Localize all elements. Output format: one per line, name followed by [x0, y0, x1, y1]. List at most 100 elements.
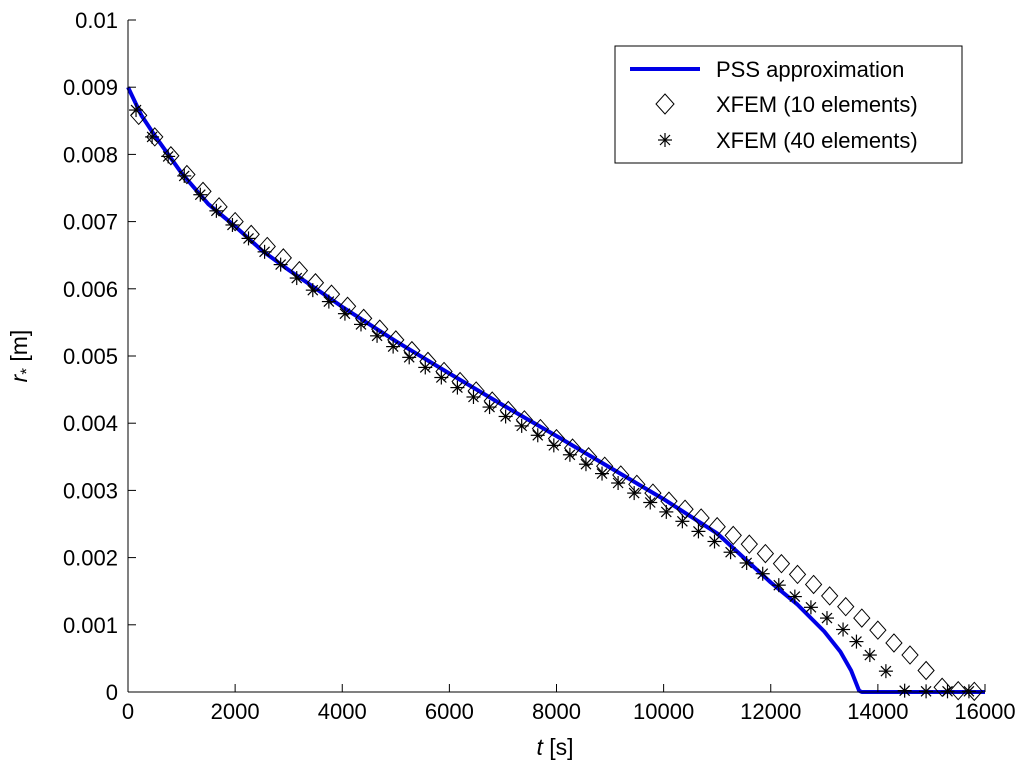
diamond-point — [949, 680, 967, 701]
asterisk-point — [209, 203, 224, 218]
asterisk-point — [386, 339, 401, 354]
asterisk-point — [755, 566, 770, 581]
diamond-point — [740, 534, 758, 554]
asterisk-point — [145, 129, 160, 144]
y-tick-label: 0.003 — [63, 478, 118, 503]
y-tick-label: 0.01 — [75, 8, 118, 33]
asterisk-point — [961, 684, 976, 699]
asterisk-point — [305, 283, 320, 298]
legend-label-pss: PSS approximation — [716, 57, 904, 82]
asterisk-point — [578, 457, 593, 472]
diamond-point — [885, 633, 903, 653]
asterisk-point — [241, 231, 256, 246]
y-tick-label: 0.002 — [63, 546, 118, 571]
diamond-point — [596, 456, 614, 476]
legend-diamond-marker — [655, 93, 675, 115]
asterisk-point — [878, 664, 893, 679]
asterisk-point — [849, 634, 864, 649]
asterisk-point — [771, 578, 786, 593]
legend-asterisk-marker — [658, 133, 672, 147]
asterisk-point — [337, 306, 352, 321]
asterisk-point — [643, 495, 658, 510]
x-axis-symbol: t — [536, 734, 544, 760]
y-tick-label: 0.004 — [63, 411, 118, 436]
asterisk-point — [418, 360, 433, 375]
diamond-point — [178, 164, 196, 185]
asterisk-point — [450, 380, 465, 395]
asterisk-point — [897, 683, 912, 698]
diamond-point — [692, 508, 710, 528]
asterisk-point — [321, 294, 336, 309]
y-tick-label: 0 — [106, 680, 118, 705]
asterisk-point — [273, 257, 288, 272]
diamond-point — [242, 224, 260, 245]
y-tick-label: 0.006 — [63, 277, 118, 302]
legend: PSS approximation XFEM (10 elements) XFE… — [614, 45, 963, 164]
asterisk-point — [803, 600, 818, 615]
asterisk-point — [402, 350, 417, 365]
diamond-point — [772, 553, 791, 574]
diamond-point — [579, 447, 598, 467]
asterisk-point — [257, 244, 272, 259]
asterisk-point — [707, 534, 722, 549]
asterisk-point — [498, 409, 513, 424]
x-axis-label: t [s] — [536, 734, 573, 760]
x-tick-label: 6000 — [425, 699, 474, 724]
diamond-point — [821, 586, 839, 606]
asterisk-point — [289, 271, 304, 286]
diamond-point — [901, 645, 919, 665]
asterisk-point — [862, 648, 877, 663]
asterisk-point — [691, 524, 706, 539]
diamond-point — [853, 608, 871, 628]
diamond-point — [837, 596, 855, 617]
asterisk-point — [514, 418, 529, 433]
asterisk-point — [546, 438, 561, 453]
asterisk-point — [611, 476, 626, 491]
diamond-point — [258, 236, 276, 257]
y-axis-subscript: * — [17, 368, 36, 375]
y-tick-label: 0.005 — [63, 344, 118, 369]
asterisk-point — [836, 622, 851, 637]
asterisk-point — [675, 514, 690, 529]
asterisk-point — [370, 328, 385, 343]
asterisk-point — [723, 545, 738, 560]
x-tick-label: 2000 — [211, 699, 260, 724]
legend-label-xfem40: XFEM (40 elements) — [716, 128, 918, 153]
asterisk-point — [161, 149, 176, 164]
diamond-point — [338, 296, 357, 317]
y-axis-label: r* [m] — [6, 330, 36, 383]
y-tick-label: 0.001 — [63, 613, 118, 638]
asterisk-point — [129, 103, 144, 118]
asterisk-point — [353, 317, 368, 332]
diamond-point — [933, 677, 951, 698]
asterisk-point — [819, 611, 834, 626]
diamond-point — [804, 574, 823, 595]
asterisk-point — [482, 400, 497, 415]
asterisk-point — [739, 555, 754, 570]
x-tick-label: 8000 — [532, 699, 581, 724]
x-tick-label: 4000 — [318, 699, 367, 724]
asterisk-point — [787, 589, 802, 604]
asterisk-point — [466, 389, 481, 404]
diamond-point — [724, 525, 742, 546]
diamond-point — [306, 272, 325, 293]
x-tick-label: 14000 — [847, 699, 908, 724]
x-axis-unit: [s] — [543, 734, 574, 760]
asterisk-point — [177, 168, 192, 183]
x-tick-label: 0 — [122, 699, 134, 724]
y-tick-label: 0.008 — [63, 142, 118, 167]
y-tick-label: 0.009 — [63, 75, 118, 100]
asterisk-point — [595, 466, 610, 481]
x-tick-label: 16000 — [954, 699, 1015, 724]
asterisk-point — [627, 486, 642, 501]
diamond-point — [660, 491, 678, 511]
series-line-pss — [126, 86, 985, 694]
asterisk-point — [225, 217, 240, 232]
diamond-point — [162, 145, 180, 166]
asterisk-point — [530, 428, 545, 443]
diamond-point — [756, 543, 775, 564]
diamond-point — [612, 465, 630, 485]
y-axis-unit: [m] — [6, 330, 32, 368]
plot-area — [126, 86, 985, 702]
